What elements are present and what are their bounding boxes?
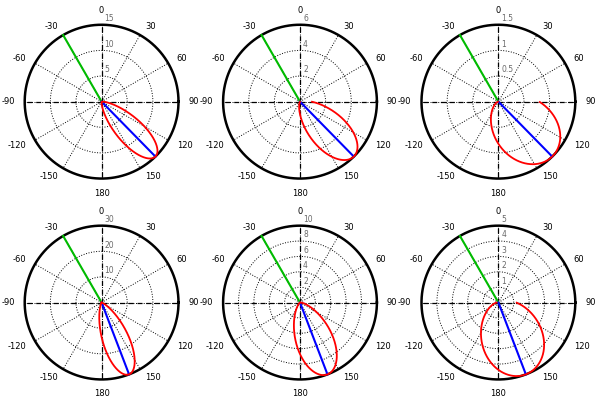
Text: -120: -120 <box>404 341 423 351</box>
Text: 30: 30 <box>542 22 553 31</box>
Text: 30: 30 <box>343 22 354 31</box>
Text: 0: 0 <box>99 207 104 216</box>
Text: -30: -30 <box>44 223 58 232</box>
Text: 0: 0 <box>99 6 104 15</box>
Text: 2: 2 <box>303 276 308 286</box>
Text: 120: 120 <box>177 141 193 150</box>
Text: 150: 150 <box>145 373 161 382</box>
Text: 30: 30 <box>104 215 115 224</box>
Text: 120: 120 <box>375 341 391 351</box>
Text: -60: -60 <box>13 54 26 63</box>
Text: -120: -120 <box>206 141 225 150</box>
Text: -150: -150 <box>436 172 455 181</box>
Text: -90: -90 <box>1 97 15 106</box>
Text: 15: 15 <box>104 14 115 23</box>
Text: 120: 120 <box>574 341 589 351</box>
Text: 150: 150 <box>343 373 359 382</box>
Text: 1: 1 <box>502 40 506 49</box>
Text: 5: 5 <box>502 215 506 224</box>
Text: 90: 90 <box>188 97 199 106</box>
Text: -90: -90 <box>200 97 213 106</box>
Text: 20: 20 <box>104 241 115 250</box>
Text: 90: 90 <box>585 298 596 307</box>
Text: -60: -60 <box>410 54 423 63</box>
Text: 60: 60 <box>375 255 386 264</box>
Text: 150: 150 <box>343 172 359 181</box>
Text: 60: 60 <box>177 54 187 63</box>
Text: 30: 30 <box>542 223 553 232</box>
Text: -150: -150 <box>40 172 58 181</box>
Text: 0: 0 <box>496 207 501 216</box>
Text: -90: -90 <box>1 298 15 307</box>
Text: 180: 180 <box>292 189 308 197</box>
Text: 0: 0 <box>496 6 501 15</box>
Text: 0.5: 0.5 <box>502 65 514 75</box>
Text: -150: -150 <box>436 373 455 382</box>
Text: 4: 4 <box>303 261 308 270</box>
Text: 120: 120 <box>177 341 193 351</box>
Text: -60: -60 <box>211 54 225 63</box>
Text: -90: -90 <box>398 298 412 307</box>
Text: -120: -120 <box>404 141 423 150</box>
Text: 150: 150 <box>145 172 161 181</box>
Text: -30: -30 <box>442 223 455 232</box>
Text: 60: 60 <box>574 255 584 264</box>
Text: 180: 180 <box>292 389 308 399</box>
Text: -30: -30 <box>442 22 455 31</box>
Text: 10: 10 <box>104 266 115 275</box>
Text: -60: -60 <box>211 255 225 264</box>
Text: 120: 120 <box>574 141 589 150</box>
Text: 60: 60 <box>375 54 386 63</box>
Text: -60: -60 <box>13 255 26 264</box>
Text: -120: -120 <box>8 341 26 351</box>
Text: -150: -150 <box>238 373 257 382</box>
Text: 10: 10 <box>104 40 115 49</box>
Text: 0: 0 <box>298 207 302 216</box>
Text: 1.5: 1.5 <box>502 14 514 23</box>
Text: -150: -150 <box>238 172 257 181</box>
Text: 8: 8 <box>303 231 308 239</box>
Text: 4: 4 <box>303 40 308 49</box>
Text: 60: 60 <box>574 54 584 63</box>
Text: -150: -150 <box>40 373 58 382</box>
Text: -30: -30 <box>44 22 58 31</box>
Text: 4: 4 <box>502 231 506 239</box>
Text: -90: -90 <box>200 298 213 307</box>
Text: -30: -30 <box>243 223 257 232</box>
Text: -90: -90 <box>398 97 412 106</box>
Text: 180: 180 <box>490 389 506 399</box>
Text: 5: 5 <box>104 65 110 75</box>
Text: 90: 90 <box>387 298 397 307</box>
Text: 6: 6 <box>303 14 308 23</box>
Text: 6: 6 <box>303 246 308 255</box>
Text: 2: 2 <box>502 261 506 270</box>
Text: -30: -30 <box>243 22 257 31</box>
Text: 150: 150 <box>542 373 557 382</box>
Text: 180: 180 <box>490 189 506 197</box>
Text: 90: 90 <box>387 97 397 106</box>
Text: 120: 120 <box>375 141 391 150</box>
Text: 90: 90 <box>188 298 199 307</box>
Text: 2: 2 <box>303 65 308 75</box>
Text: 150: 150 <box>542 172 557 181</box>
Text: -60: -60 <box>410 255 423 264</box>
Text: -120: -120 <box>8 141 26 150</box>
Text: 3: 3 <box>502 246 506 255</box>
Text: 30: 30 <box>145 22 155 31</box>
Text: 30: 30 <box>145 223 155 232</box>
Text: 180: 180 <box>94 389 110 399</box>
Text: 0: 0 <box>298 6 302 15</box>
Text: 30: 30 <box>343 223 354 232</box>
Text: 60: 60 <box>177 255 187 264</box>
Text: -120: -120 <box>206 341 225 351</box>
Text: 1: 1 <box>502 276 506 286</box>
Text: 90: 90 <box>585 97 596 106</box>
Text: 10: 10 <box>303 215 313 224</box>
Text: 180: 180 <box>94 189 110 197</box>
